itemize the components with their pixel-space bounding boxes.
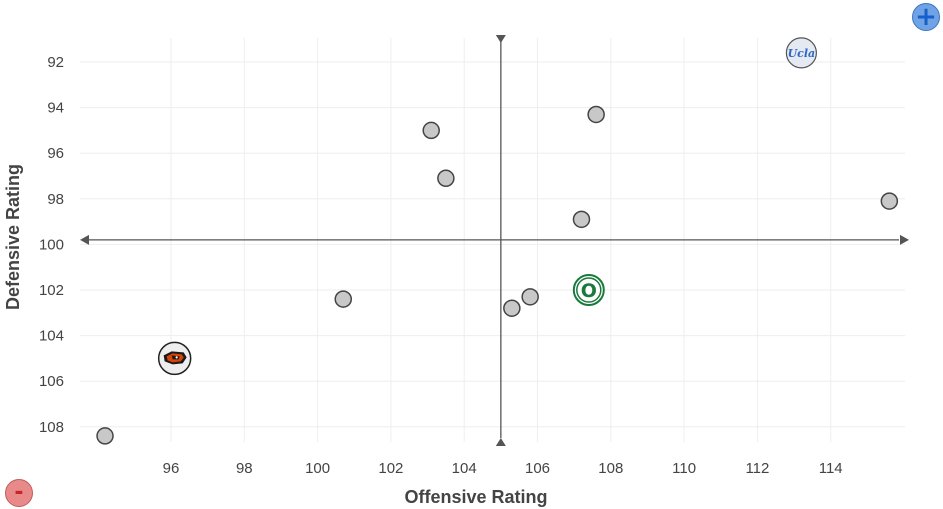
beaver-logo-point[interactable] (157, 341, 192, 376)
x-tick-label: 100 (305, 460, 330, 477)
y-tick-label: 102 (39, 282, 64, 299)
y-tick-label: 106 (39, 373, 64, 390)
y-tick-label: 100 (39, 236, 64, 253)
x-tick-label: 102 (378, 460, 403, 477)
x-tick-label: 112 (745, 460, 769, 477)
data-point[interactable] (572, 210, 591, 229)
oregon-o-logo-point[interactable]: O (572, 274, 605, 306)
quadrant-lines (80, 35, 909, 446)
y-axis-title: Defensive Rating (3, 164, 23, 310)
oregon-o-icon: O (581, 280, 597, 302)
left-arrow-icon (80, 234, 89, 245)
x-tick-label: 104 (452, 460, 477, 477)
x-axis-ticks: 96 98 100 102 104 106 108 110 112 114 (163, 460, 843, 477)
x-tick-label: 106 (525, 460, 550, 477)
data-point[interactable] (521, 288, 539, 306)
x-tick-label: 96 (163, 460, 180, 477)
x-tick-label: 108 (598, 460, 623, 477)
grid (80, 38, 905, 442)
data-point[interactable] (587, 105, 605, 124)
data-point[interactable] (437, 169, 455, 188)
plus-icon: + (915, 2, 937, 32)
up-arrow-icon (495, 438, 506, 446)
beaver-eye (175, 356, 178, 359)
zoom-out-button[interactable]: - (5, 479, 33, 507)
x-tick-label: 98 (236, 460, 253, 477)
y-tick-label: 96 (47, 145, 64, 162)
y-tick-label: 98 (47, 191, 64, 208)
logo-ring (572, 274, 605, 306)
data-points: O Ucla (96, 37, 899, 445)
data-point[interactable] (503, 299, 521, 317)
data-point[interactable] (880, 192, 899, 210)
x-axis-title: Offensive Rating (404, 487, 547, 507)
y-axis-ticks: 92 94 96 98 100 102 104 106 108 (39, 54, 64, 436)
y-tick-label: 94 (47, 100, 64, 117)
y-tick-label: 108 (39, 419, 64, 436)
ucla-script-icon: Ucla (788, 47, 816, 60)
x-tick-label: 114 (819, 460, 843, 477)
zoom-in-button[interactable]: + (912, 3, 940, 31)
minus-icon: - (14, 480, 24, 505)
ucla-logo-point[interactable]: Ucla (785, 37, 817, 69)
beaver-head-icon (163, 351, 187, 365)
data-point[interactable] (422, 121, 440, 140)
data-point[interactable] (96, 427, 114, 445)
down-arrow-icon (495, 35, 506, 43)
logo-ring (785, 37, 817, 69)
data-point[interactable] (334, 290, 353, 308)
right-arrow-icon (900, 234, 909, 245)
x-tick-label: 110 (672, 460, 696, 477)
logo-inner-ring (576, 277, 602, 303)
y-tick-label: 92 (47, 54, 64, 71)
y-tick-label: 104 (39, 328, 64, 345)
